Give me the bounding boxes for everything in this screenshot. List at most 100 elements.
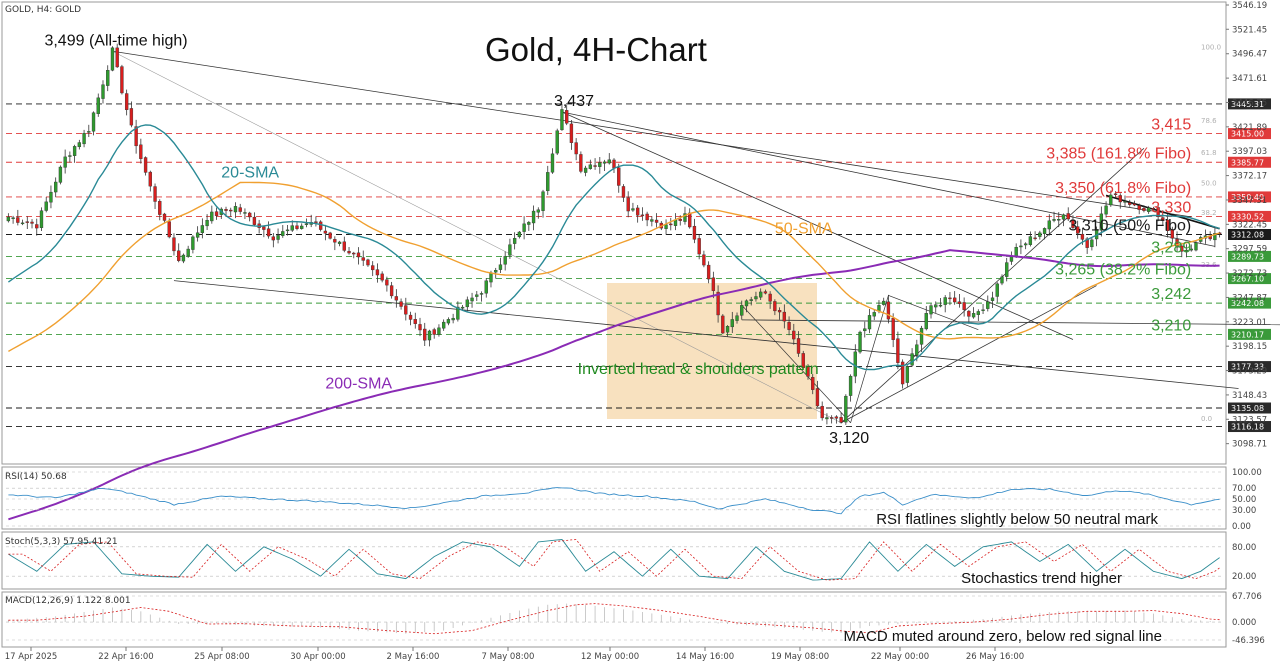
candle-body — [399, 301, 403, 307]
candle-body — [1175, 238, 1179, 248]
candle-body — [210, 211, 214, 222]
candle-body — [323, 230, 328, 234]
stoch-k-line — [8, 539, 1220, 581]
candle-body — [550, 153, 555, 173]
candle-body — [886, 301, 891, 320]
candle-body — [598, 162, 602, 167]
price-tag — [1228, 421, 1271, 433]
candle-body — [356, 252, 361, 258]
candle-body — [971, 313, 976, 318]
candle-body — [1180, 245, 1184, 252]
candle-body — [91, 112, 96, 132]
candle-body — [181, 254, 186, 262]
candle-body — [475, 294, 479, 297]
candle-body — [129, 108, 134, 126]
candle-body — [948, 297, 952, 300]
trend-line — [173, 280, 1239, 389]
candle-body — [867, 315, 872, 330]
candle-body — [617, 167, 621, 186]
candle-body — [555, 130, 559, 154]
candle-body — [929, 305, 933, 315]
candle-body — [352, 252, 356, 255]
candle-body — [446, 319, 451, 324]
candle-body — [829, 417, 834, 419]
candle-body — [423, 328, 427, 341]
candle-body — [934, 304, 938, 308]
candle-body — [1061, 214, 1066, 220]
trend-line — [561, 111, 1215, 247]
candle-body — [361, 257, 365, 261]
candle-body — [512, 238, 517, 244]
candle-body — [266, 228, 271, 237]
candle-body — [191, 236, 195, 250]
price-tag — [1228, 402, 1271, 414]
candle-body — [248, 212, 252, 218]
candle-body — [1076, 226, 1080, 234]
candle-body — [730, 319, 734, 328]
candle-body — [654, 219, 659, 223]
candle-body — [1023, 243, 1028, 246]
level-label: 3,310 (50% Fibo) — [1069, 217, 1192, 234]
candle-body — [11, 217, 15, 219]
price-tag-label: 3177.33 — [1231, 363, 1264, 372]
trend-line — [888, 295, 979, 330]
candle-body — [1170, 229, 1174, 239]
candle-body — [669, 223, 673, 226]
candle-body — [318, 221, 323, 230]
chart-title: Gold, 4H-Chart — [485, 31, 707, 68]
x-tick-label: 22 Apr 16:00 — [98, 652, 153, 662]
candle-body — [49, 191, 53, 203]
candle-body — [1137, 205, 1141, 210]
candle-body — [290, 225, 294, 231]
candle-body — [484, 280, 488, 294]
trend-line — [741, 319, 1280, 326]
candle-body — [531, 210, 536, 224]
candle-body — [1080, 233, 1085, 240]
candle-body — [848, 375, 853, 396]
candle-body — [87, 131, 91, 133]
price-tag — [1228, 228, 1271, 240]
candle-body — [437, 327, 441, 335]
candle-body — [479, 293, 484, 295]
annotation-label: 3,499 (All-time high) — [44, 32, 187, 49]
candle-body — [162, 213, 167, 221]
price-axis: 3415.00 3385.77 3350.40 3330.52 3312.08 3289.… — [1226, 1, 1271, 450]
y-tick-label: 3123.57 — [1232, 415, 1267, 425]
candle-body — [328, 232, 332, 239]
candle-body — [148, 171, 152, 187]
candle-body — [200, 225, 205, 233]
candle-body — [35, 224, 39, 229]
candle-body — [124, 93, 129, 110]
sma50-line — [8, 181, 1220, 353]
fib-label: 78.6 — [1201, 117, 1217, 125]
candle-body — [792, 330, 796, 340]
y-tick-label: 3372.17 — [1232, 172, 1267, 182]
fib-label: 61.8 — [1201, 149, 1217, 157]
candle-body — [101, 84, 105, 99]
candle-body — [777, 310, 782, 313]
candle-body — [697, 238, 701, 255]
candle-body — [451, 317, 455, 321]
price-tag-label: 3385.77 — [1231, 158, 1264, 167]
candle-body — [1038, 232, 1042, 237]
candle-body — [588, 164, 593, 169]
price-tag — [1228, 156, 1271, 168]
moving-averages — [7, 124, 1220, 521]
price-tag-label: 3135.08 — [1231, 404, 1264, 413]
candle-body — [167, 221, 171, 238]
candle-body — [976, 311, 980, 315]
time-axis: 17 Apr 2025 22 Apr 16:00 25 Apr 08:00 30 Ap… — [5, 647, 1024, 662]
candle-body — [314, 221, 318, 224]
candle-body — [688, 212, 692, 228]
price-tag — [1228, 273, 1271, 285]
level-label: 3,385 (161.8% Fibo) — [1046, 145, 1191, 162]
candle-body — [915, 344, 919, 356]
candle-body — [962, 302, 966, 310]
candle-body — [337, 241, 342, 244]
indicator-tick-label: 0.00 — [1232, 522, 1251, 532]
candle-body — [825, 417, 829, 420]
candle-body — [872, 312, 876, 317]
candle-body — [1189, 248, 1193, 251]
indicator-header: MACD(12,26,9) 1.122 8.001 — [5, 596, 131, 606]
candle-body — [205, 220, 209, 227]
